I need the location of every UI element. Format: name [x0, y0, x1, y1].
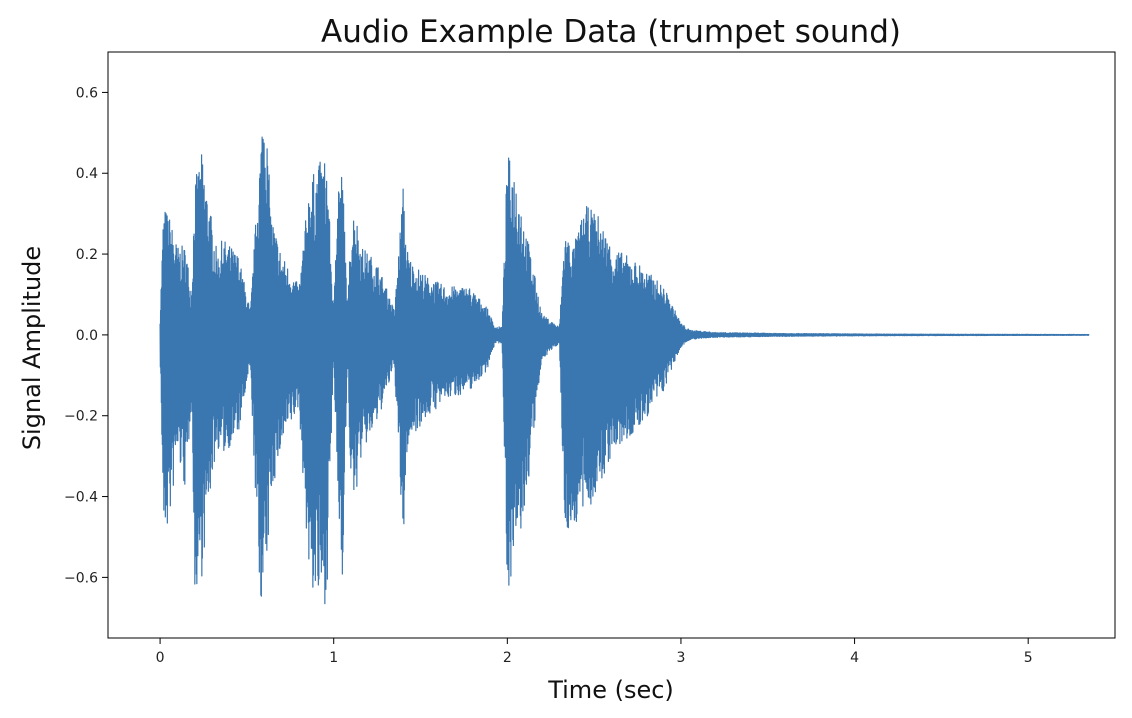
y-tick-label: 0.0	[76, 328, 98, 344]
y-tick-label: 0.6	[76, 85, 98, 101]
x-axis-ticks: 0 1 2 3 4 5	[156, 638, 1033, 666]
x-tick-label: 0	[156, 650, 165, 666]
y-tick-label: 0.4	[76, 166, 98, 182]
x-axis-title: Time (sec)	[547, 676, 674, 704]
x-tick-label: 5	[1024, 650, 1033, 666]
x-tick-label: 2	[503, 650, 512, 666]
signal-waveform	[159, 136, 1090, 605]
y-tick-label: 0.2	[76, 247, 98, 263]
chart-title: Audio Example Data (trumpet sound)	[321, 14, 901, 50]
x-tick-label: 4	[850, 650, 859, 666]
y-tick-label: −0.6	[64, 570, 98, 586]
y-axis-title: Signal Amplitude	[18, 246, 46, 450]
x-tick-label: 1	[329, 650, 338, 666]
y-tick-label: −0.2	[64, 409, 98, 425]
signal-line	[159, 136, 1090, 605]
y-tick-label: −0.4	[64, 490, 98, 506]
plot-frame	[107, 51, 1116, 639]
y-axis-ticks: 0.6 0.4 0.2 0.0 −0.2 −0.4 −0.6	[64, 85, 108, 586]
x-tick-label: 3	[676, 650, 685, 666]
